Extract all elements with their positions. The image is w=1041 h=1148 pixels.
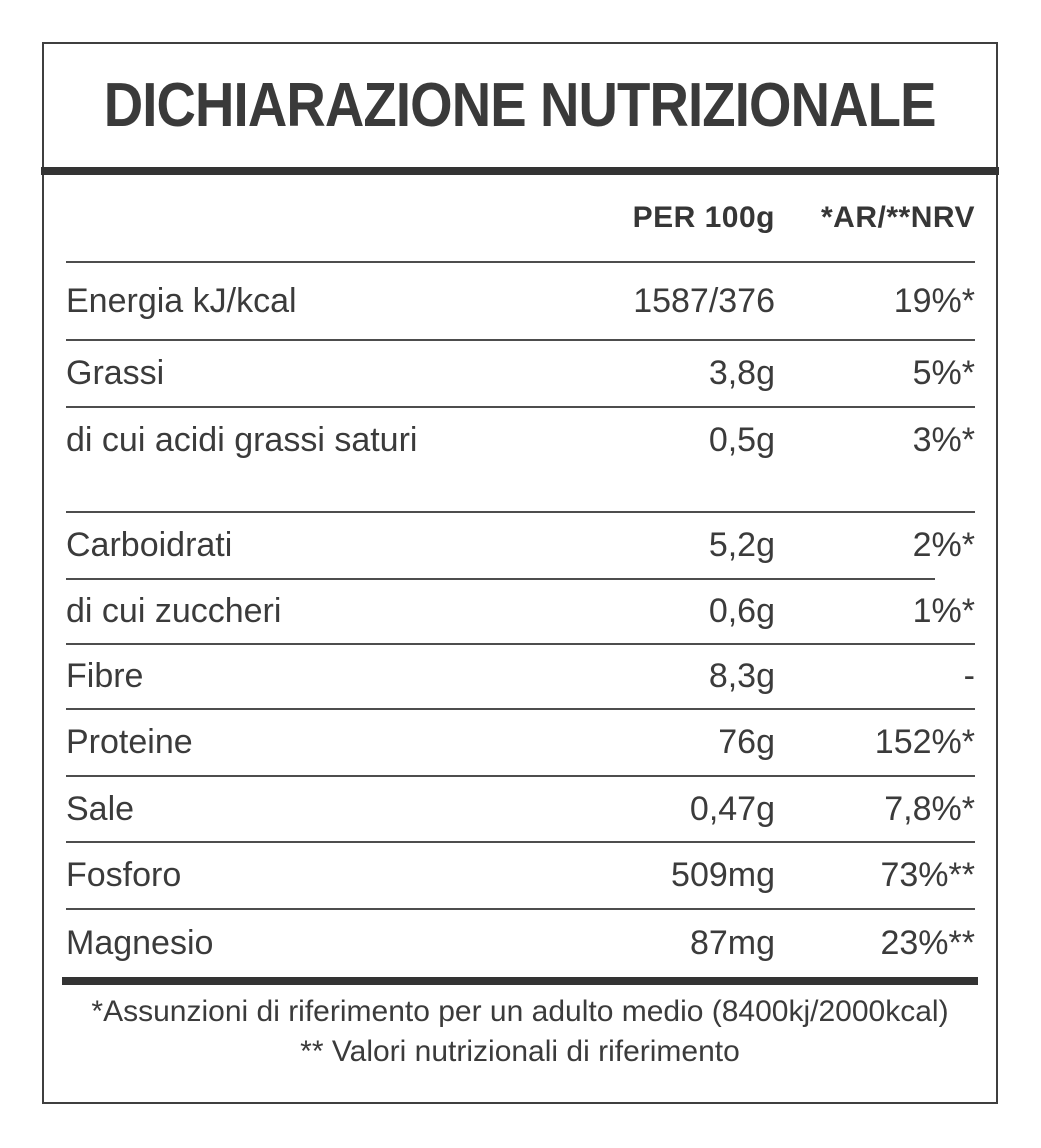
section-gap bbox=[66, 473, 975, 511]
title-divider-rule bbox=[41, 167, 999, 175]
row-label: Carboidrati bbox=[66, 526, 233, 564]
table-row-grassi-saturi: di cui acidi grassi saturi 0,5g 3%* bbox=[66, 408, 975, 473]
nutrition-declaration-panel: DICHIARAZIONE NUTRIZIONALE PER 100g *AR/… bbox=[41, 42, 999, 1104]
table-row-fibre: Fibre 8,3g - bbox=[66, 645, 975, 708]
row-value: 0,5g bbox=[708, 421, 775, 459]
row-rda: 2%* bbox=[912, 526, 975, 564]
row-label: Grassi bbox=[66, 354, 165, 392]
row-separator bbox=[66, 908, 975, 910]
row-rda: - bbox=[963, 657, 975, 695]
footnote-nrv: ** Valori nutrizionali di riferimento bbox=[300, 1035, 740, 1068]
row-rda: 1%* bbox=[912, 592, 975, 630]
table-row-sale: Sale 0,47g 7,8%* bbox=[66, 777, 975, 841]
table-row-zuccheri: di cui zuccheri 0,6g 1%* bbox=[66, 580, 975, 643]
footnotes-block: *Assunzioni di riferimento per un adulto… bbox=[44, 985, 996, 1102]
row-value: 87mg bbox=[689, 924, 775, 962]
table-row-energia: Energia kJ/kcal 1587/376 19%* bbox=[66, 263, 975, 339]
row-separator bbox=[66, 261, 975, 263]
table-row-carboidrati: Carboidrati 5,2g 2%* bbox=[66, 513, 975, 578]
row-label: Sale bbox=[66, 789, 135, 828]
row-value: 0,6g bbox=[708, 592, 775, 630]
nutrition-table: PER 100g *AR/**NRV Energia kJ/kcal 1587/… bbox=[44, 175, 996, 977]
row-rda: 3%* bbox=[912, 421, 975, 459]
footer-divider-rule bbox=[62, 977, 978, 985]
row-value: 76g bbox=[718, 723, 775, 761]
row-separator bbox=[66, 643, 975, 645]
row-value: 8,3g bbox=[708, 657, 775, 695]
row-separator bbox=[66, 339, 975, 341]
row-label: Magnesio bbox=[66, 924, 214, 962]
row-rda: 19%* bbox=[893, 281, 975, 320]
table-row-proteine: Proteine 76g 152%* bbox=[66, 710, 975, 775]
row-value: 3,8g bbox=[708, 354, 775, 392]
row-value: 509mg bbox=[671, 856, 775, 894]
row-rda: 73%** bbox=[880, 856, 975, 894]
page-title: DICHIARAZIONE NUTRIZIONALE bbox=[104, 71, 937, 140]
row-label: Fibre bbox=[66, 657, 144, 695]
row-label: di cui zuccheri bbox=[66, 592, 282, 630]
row-value: 5,2g bbox=[708, 526, 775, 564]
footnote-reference-intake: *Assunzioni di riferimento per un adulto… bbox=[91, 995, 949, 1028]
table-row-grassi: Grassi 3,8g 5%* bbox=[66, 341, 975, 406]
title-block: DICHIARAZIONE NUTRIZIONALE bbox=[44, 44, 996, 167]
row-rda: 7,8%* bbox=[884, 789, 975, 828]
row-label: di cui acidi grassi saturi bbox=[66, 421, 418, 459]
row-separator bbox=[66, 511, 975, 513]
row-rda: 23%** bbox=[880, 924, 975, 962]
column-header-per-100g: PER 100g bbox=[632, 201, 775, 234]
row-rda: 5%* bbox=[912, 354, 975, 392]
row-rda: 152%* bbox=[874, 723, 975, 761]
column-header-ar-nrv: *AR/**NRV bbox=[821, 201, 975, 234]
row-label: Proteine bbox=[66, 723, 193, 761]
table-header-row: PER 100g *AR/**NRV bbox=[66, 175, 975, 261]
table-row-fosforo: Fosforo 509mg 73%** bbox=[66, 843, 975, 908]
row-value: 0,47g bbox=[689, 789, 775, 828]
row-separator bbox=[66, 708, 975, 710]
row-separator bbox=[66, 406, 975, 408]
row-label: Energia kJ/kcal bbox=[66, 281, 297, 320]
table-row-magnesio: Magnesio 87mg 23%** bbox=[66, 910, 975, 977]
row-label: Fosforo bbox=[66, 856, 182, 894]
row-value: 1587/376 bbox=[633, 281, 775, 320]
row-separator-short bbox=[66, 578, 935, 580]
row-separator bbox=[66, 841, 975, 843]
row-separator bbox=[66, 775, 975, 777]
